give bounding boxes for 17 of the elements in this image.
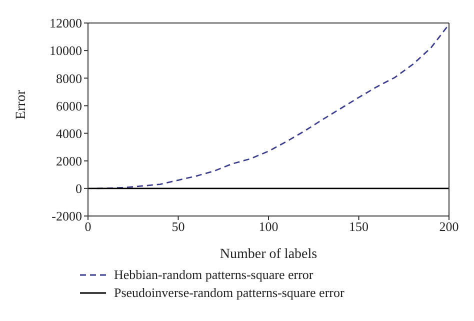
legend-label: Hebbian-random patterns-square error: [114, 266, 314, 284]
y-axis-title: Error: [14, 90, 29, 120]
x-tick-label: 50: [172, 219, 185, 234]
x-tick-label: 100: [258, 219, 278, 234]
y-tick-label: 12000: [50, 16, 82, 31]
y-tick-label: -2000: [52, 208, 82, 224]
x-tick-label: 200: [439, 219, 459, 234]
y-tick-label: 6000: [56, 98, 82, 114]
x-tick-label: 150: [349, 219, 368, 234]
y-tick-label: 8000: [56, 70, 82, 86]
y-tick-label: 2000: [56, 153, 82, 168]
x-axis-title: Number of labels: [220, 247, 318, 262]
x-tick-label: 0: [84, 219, 92, 234]
y-tick-label: 4000: [56, 126, 82, 141]
y-tick-label: 0: [76, 181, 82, 196]
legend-label: Pseudoinverse-random patterns-square error: [114, 284, 344, 302]
y-tick-label: 10000: [50, 43, 82, 58]
